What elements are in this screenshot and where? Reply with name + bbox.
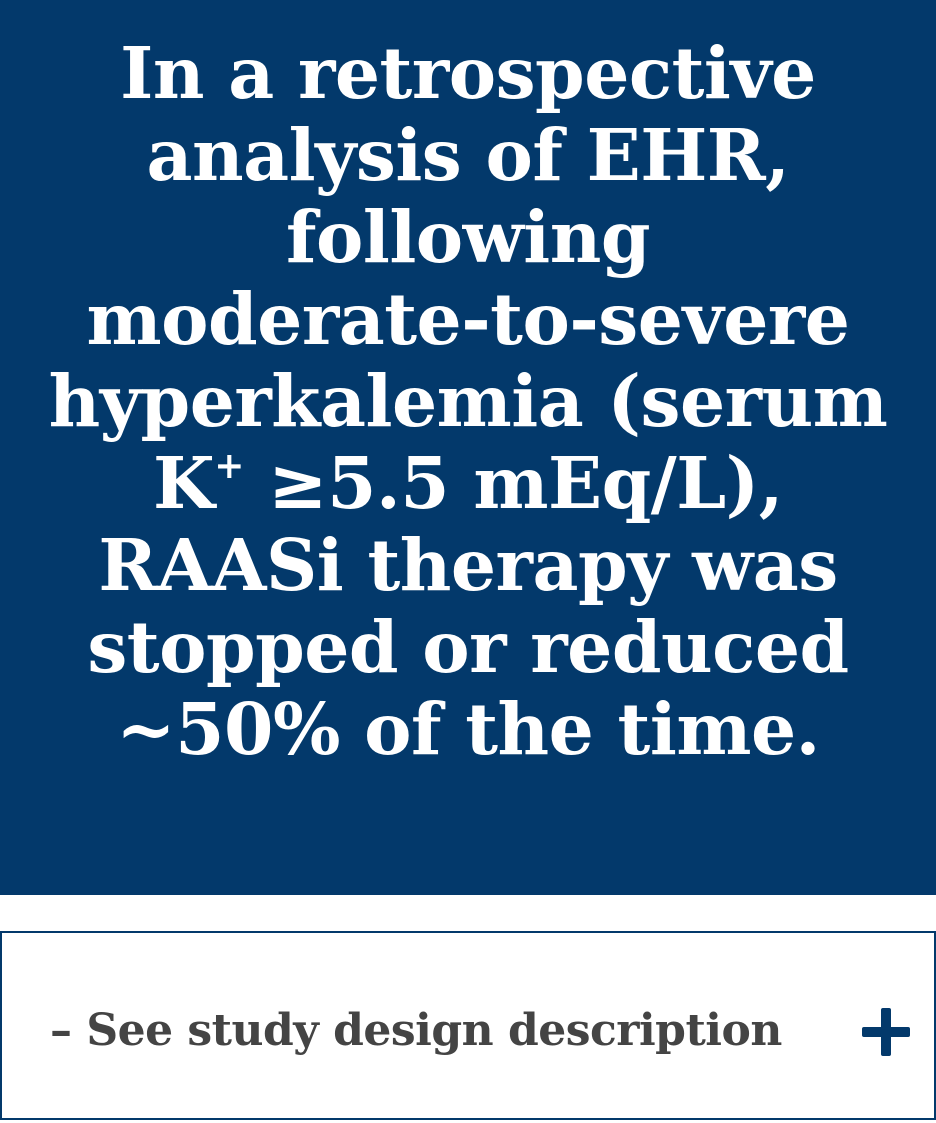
hero-callout: In a retrospective analysis of EHR, foll… [0,0,936,895]
hero-line-6: K+ ≥5.5 mEq/L), [24,442,912,524]
hero-statement: In a retrospective analysis of EHR, foll… [24,32,912,770]
potassium-charge-superscript: + [214,445,244,487]
hero-line-4: moderate-to-severe [24,278,912,360]
study-design-accordion-toggle[interactable]: – See study design description [0,931,936,1120]
hero-line-5: hyperkalemia (serum [24,360,912,442]
study-design-accordion-label: – See study design description [50,1005,782,1057]
hero-line-1: In a retrospective [24,32,912,114]
hero-line-2: analysis of EHR, [24,114,912,196]
potassium-symbol: K [153,441,214,525]
hero-line-9: ~50% of the time. [24,688,912,770]
threshold-value: ≥5.5 mEq/L), [244,441,783,525]
hero-line-3: following [24,196,912,278]
hero-line-7: RAASi therapy was [24,524,912,606]
hero-line-8: stopped or reduced [24,606,912,688]
plus-icon[interactable] [862,1008,910,1056]
